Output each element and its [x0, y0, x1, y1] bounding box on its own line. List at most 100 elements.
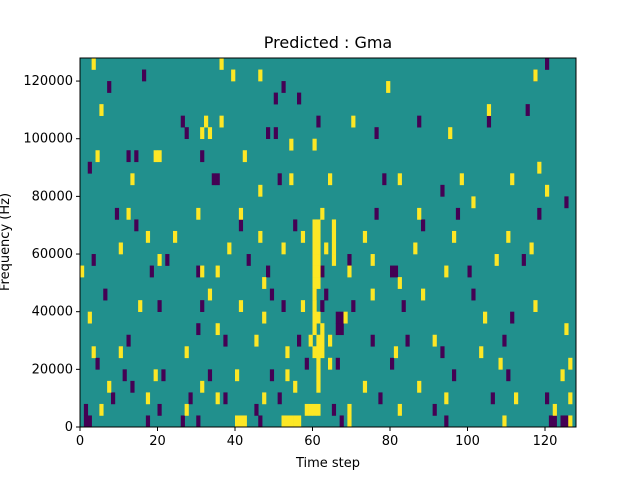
heatmap-cell-low [277, 173, 282, 186]
heatmap-cell-low [486, 115, 492, 128]
heatmap-cell-low [537, 207, 542, 220]
heatmap-cell-high [413, 242, 418, 255]
heatmap-cell-low [87, 415, 92, 428]
heatmap-cell-high [312, 311, 317, 324]
heatmap-cell-high [200, 127, 205, 140]
heatmap-cell-high [331, 242, 337, 255]
heatmap-cell-high [312, 265, 317, 278]
heatmap-cell-high [281, 415, 286, 428]
heatmap-cell-high [118, 346, 123, 359]
heatmap-cell-low [455, 207, 461, 220]
heatmap-cell-low [269, 288, 275, 301]
heatmap-cell-high [145, 230, 151, 243]
heatmap-cell-high [200, 265, 205, 278]
heatmap-cell-low [506, 369, 511, 382]
heatmap-cell-high [297, 415, 302, 428]
x-tick-label: 80 [382, 434, 399, 449]
heatmap-cell-high [537, 161, 542, 174]
heatmap-cell-low [111, 392, 116, 405]
heatmap-cell-low [490, 392, 495, 405]
heatmap-cell-high [417, 207, 422, 220]
heatmap-cell-high [324, 242, 329, 255]
heatmap-cell-high [316, 242, 321, 255]
heatmap-cell-high [316, 265, 321, 278]
heatmap-cell-high [444, 265, 449, 278]
heatmap-cell-high [285, 369, 290, 382]
heatmap-cell-high [285, 415, 290, 428]
heatmap-cell-high [529, 242, 534, 255]
heatmap-cell-low [297, 92, 302, 105]
heatmap-cell-high [386, 81, 391, 93]
heatmap-cell-low [83, 415, 89, 428]
chart-title: Predicted : Gma [264, 33, 392, 52]
heatmap-cell-low [432, 403, 437, 416]
heatmap-cell-low [401, 300, 406, 312]
heatmap-cell-high [304, 403, 309, 416]
y-tick-label: 60000 [32, 247, 73, 262]
heatmap-cell-high [184, 346, 189, 359]
heatmap-cell-high [533, 69, 538, 82]
heatmap-cell-high [173, 230, 178, 243]
heatmap-cell-high [285, 346, 290, 359]
heatmap-cell-low [184, 127, 189, 140]
x-tick-label: 0 [76, 434, 84, 449]
x-axis-ticks: 0 20 40 60 80 100 120 [76, 427, 558, 449]
heatmap-cell-low [130, 380, 135, 393]
heatmap-cell-high [397, 403, 402, 416]
heatmap-cell-low [196, 265, 201, 278]
heatmap-cell-high [130, 173, 135, 186]
heatmap-cell-high [320, 207, 325, 220]
heatmap-cell-high [258, 230, 263, 243]
heatmap-cell-high [262, 311, 267, 324]
heatmap-cell-high [568, 357, 573, 370]
heatmap-cell-low [339, 311, 344, 324]
heatmap-cell-high [80, 265, 85, 278]
heatmap-cell-high [444, 392, 449, 405]
heatmap-cell-high [184, 403, 189, 416]
heatmap-cell-low [548, 415, 554, 428]
heatmap-cell-low [335, 357, 340, 370]
heatmap-cell-high [331, 219, 337, 232]
heatmap-cell-low [246, 254, 251, 266]
heatmap-cell-high [95, 150, 100, 163]
heatmap-cell-high [393, 346, 399, 359]
heatmap-cell-high [219, 58, 224, 70]
heatmap-cell-high [219, 115, 224, 128]
heatmap-cell-high [200, 380, 205, 393]
heatmap-cell-high [157, 254, 162, 266]
heatmap-cell-high [138, 300, 143, 312]
heatmap-cell-high [564, 323, 569, 336]
heatmap-cell-low [269, 369, 275, 382]
heatmap-cell-high [293, 415, 298, 428]
heatmap-cell-high [316, 254, 321, 266]
heatmap-cell-high [238, 207, 244, 220]
heatmap-cell-high [568, 415, 573, 428]
heatmap-cell-high [331, 254, 337, 266]
heatmap-cell-high [153, 369, 158, 382]
heatmap-cell-low [405, 334, 410, 347]
heatmap-cell-low [200, 300, 205, 312]
heatmap-cell-low [467, 265, 472, 278]
heatmap-cell-low [215, 173, 220, 186]
heatmap-cell-low [324, 288, 329, 301]
heatmap-cell-high [215, 323, 220, 336]
y-axis-ticks: 0 20000 40000 60000 80000 100000 120000 [23, 74, 80, 435]
x-tick-label: 60 [304, 434, 321, 449]
heatmap-cell-high [289, 138, 294, 151]
heatmap-cell-high [320, 346, 325, 359]
y-axis-label: Frequency (Hz) [0, 193, 13, 291]
heatmap-cell-low [196, 323, 201, 336]
x-axis-label: Time step [295, 456, 360, 471]
heatmap-cell-high [242, 150, 247, 163]
heatmap-cell-low [266, 127, 271, 140]
x-tick-label: 120 [533, 434, 558, 449]
heatmap-cell-low [95, 357, 100, 370]
heatmap-cell-low [564, 196, 569, 209]
y-tick-label: 20000 [32, 362, 73, 377]
heatmap-cell-low [103, 288, 108, 301]
heatmap-cell-high [533, 300, 538, 312]
heatmap-cell-high [486, 104, 492, 116]
heatmap-cell-low [335, 311, 340, 324]
heatmap-cell-high [459, 173, 464, 186]
